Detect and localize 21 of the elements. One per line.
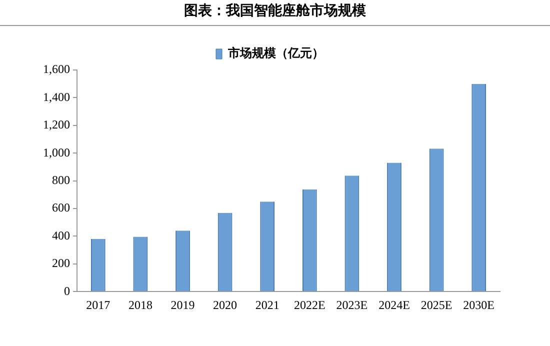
chart-title: 图表：我国智能座舱市场规模: [0, 0, 550, 26]
x-tick-label: 2019: [170, 298, 195, 312]
y-tick-label: 200: [52, 256, 70, 270]
y-tick-label: 800: [52, 172, 70, 187]
y-tick-label: 1,600: [43, 62, 70, 76]
x-tick-label: 2021: [255, 298, 280, 312]
y-tick-label: 1,400: [43, 90, 70, 104]
x-tick-label: 2024E: [378, 298, 410, 312]
x-tick-label: 2020: [213, 298, 238, 312]
x-tick-label: 2025E: [420, 298, 452, 312]
y-tick-label: 600: [52, 200, 70, 215]
x-tick-label: 2030E: [463, 298, 495, 312]
y-tick-label: 0: [64, 284, 70, 298]
x-tick-label: 2023E: [336, 298, 368, 312]
x-tick-label: 2022E: [294, 298, 326, 312]
x-tick-label: 2017: [86, 298, 110, 312]
legend-label: 市场规模（亿元）: [227, 46, 324, 60]
x-tick-label: 2018: [128, 298, 152, 312]
y-tick-label: 1,000: [43, 145, 70, 160]
y-tick-label: 400: [52, 228, 70, 242]
y-tick-label: 1,200: [43, 118, 70, 132]
